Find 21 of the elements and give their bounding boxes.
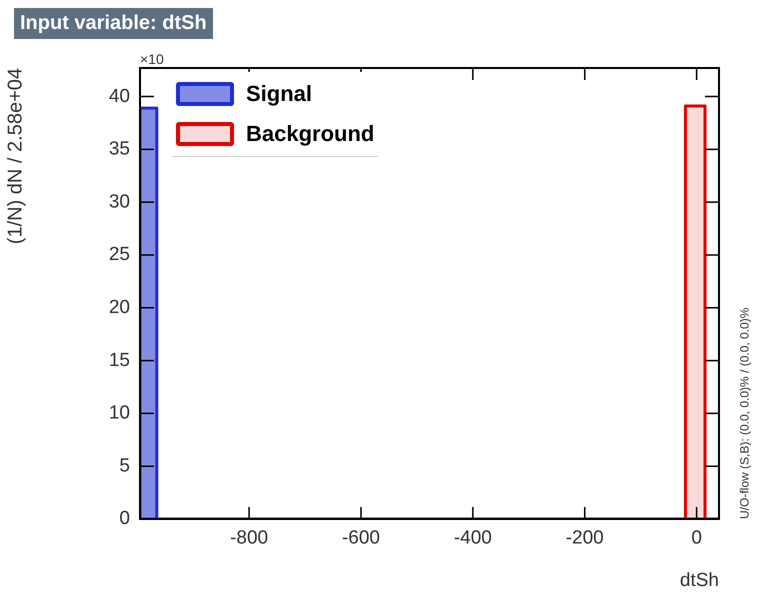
text: ×10 bbox=[140, 50, 164, 67]
legend-label: Signal bbox=[246, 81, 312, 107]
text: U/O-flow (S,B): (0.0, 0.0)% / (0.0, 0.0)% bbox=[737, 307, 752, 519]
x-tick-label: -800 bbox=[230, 528, 268, 549]
y-tick-label: 40 bbox=[108, 86, 130, 107]
y-tick-label: 5 bbox=[119, 455, 130, 476]
x-tick-label: -200 bbox=[566, 528, 604, 549]
x-tick-label: 0 bbox=[691, 528, 702, 549]
y-tick-label: 10 bbox=[108, 402, 130, 424]
y-tick-label: 15 bbox=[108, 350, 130, 371]
chart-title: Input variable: dtSh bbox=[14, 8, 213, 39]
x-axis-title: dtSh bbox=[680, 570, 719, 591]
y-tick-label: 20 bbox=[108, 296, 130, 318]
y-tick-label: 25 bbox=[108, 244, 130, 266]
y-tick-label: 0 bbox=[119, 508, 130, 530]
y-axis-title: (1/N) dN / 2.58e+04 bbox=[4, 68, 27, 244]
y-tick-label: 30 bbox=[108, 191, 130, 212]
x-tick-label: -400 bbox=[454, 528, 492, 549]
legend-label: Background bbox=[246, 121, 374, 147]
y-tick-label: 35 bbox=[108, 138, 130, 160]
x-tick-label: -600 bbox=[342, 528, 380, 549]
